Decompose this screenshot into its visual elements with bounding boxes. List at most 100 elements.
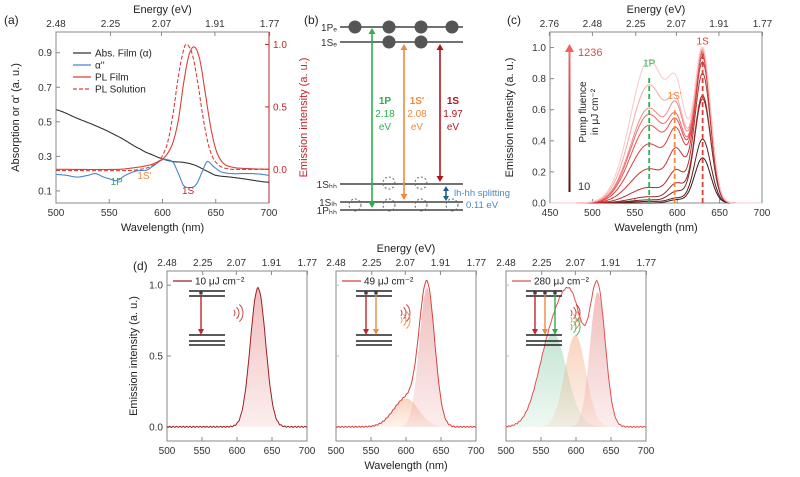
y-tick-label: 0.4: [532, 136, 546, 147]
top-axis-title: Energy (eV): [133, 4, 192, 16]
emission-wave-icon: [570, 316, 573, 324]
x-tick-label: 650: [603, 446, 620, 457]
x-tick-label: 600: [669, 208, 686, 219]
inset-arrow-head: [373, 329, 379, 335]
top-tick-label: 1.91: [601, 258, 621, 269]
top-tick-label: 2.48: [583, 19, 603, 30]
series-line-3: [56, 43, 269, 172]
y-tick-label: 0.7: [38, 83, 52, 94]
hole-dot: [445, 198, 459, 212]
top-tick-label: 1.77: [753, 19, 773, 30]
inset-electron: [533, 291, 537, 295]
right-y-tick-label: 0.5: [273, 102, 287, 113]
emission-wave-icon: [236, 306, 240, 320]
x-tick-label: 600: [568, 446, 585, 457]
peak-marker-label: 1P: [643, 58, 656, 69]
x-axis-title: Wavelength (nm): [121, 222, 204, 234]
inset-electron: [543, 291, 547, 295]
y-tick-label: 1.0: [532, 43, 546, 54]
x-tick-label: 500: [328, 446, 345, 457]
fluence-min-label: 10: [578, 181, 590, 193]
spectrum-line-1: [550, 138, 762, 204]
legend-label: PL Solution: [95, 85, 146, 96]
emission-wave-icon: [233, 309, 236, 317]
arrow-head-down: [368, 202, 376, 208]
arrow-head-down: [400, 194, 408, 200]
emission-wave-icon: [405, 311, 411, 329]
electron-dot: [382, 20, 396, 34]
top-tick-label: 2.07: [566, 258, 586, 269]
fluence-max-label: 1236: [578, 47, 602, 59]
transition-unit: eV: [447, 122, 460, 133]
y-tick-label: 0.3: [38, 152, 52, 163]
subplot-0: 2.48 2.25 2.07 1.91 1.77 500 550 600 650 700 0.0 0.…: [128, 258, 318, 457]
top-tick-label: 2.25: [101, 19, 121, 30]
fluence-arrow-head: [565, 44, 574, 52]
subplot-2: 2.48 2.25 2.07 1.91 1.77 500 550 600 650 700 280 μ…: [496, 258, 656, 457]
inset-arrow-head: [198, 329, 204, 335]
top-tick-label: 1.91: [709, 19, 729, 30]
electron-dot: [382, 35, 396, 49]
y-axis-title: Emission intensity (a. u.): [504, 58, 516, 178]
panel-a: (a) 2.48 2.25 2.07 1.91 1.77 Energy (eV) 500 550…: [4, 4, 310, 234]
emission-wave-icon: [403, 306, 407, 320]
arrow-head-down: [436, 176, 444, 182]
panel-c: (c) 2.76 2.48 2.25 2.07 1.91 1.77 Energy (eV) 45…: [504, 4, 773, 234]
emission-wave-icon: [575, 318, 581, 336]
right-y-tick-label: 0.0: [273, 165, 287, 176]
x-tick-label: 500: [498, 446, 515, 457]
x-tick-label: 450: [542, 208, 559, 219]
total-spectrum: [505, 280, 647, 428]
component-fill: [533, 334, 618, 427]
top-tick-label: 2.25: [532, 258, 552, 269]
x-tick-label: 500: [584, 208, 601, 219]
series-line-0: [55, 109, 270, 183]
panel-label: (a): [4, 13, 19, 27]
x-tick-label: 700: [261, 208, 278, 219]
inset-arrow-head: [363, 329, 369, 335]
splitting-label: lh-hh splitting: [454, 188, 510, 199]
x-tick-label: 500: [48, 208, 65, 219]
x-tick-label: 550: [626, 208, 643, 219]
emission-wave-icon: [575, 311, 581, 329]
peak-annotation: 1S': [137, 171, 151, 182]
x-tick-label: 650: [711, 208, 728, 219]
fluence-label: in μJ cm⁻²: [590, 88, 601, 135]
panel-label: (c): [507, 13, 521, 27]
fluence-label: Pump fluence: [578, 81, 589, 143]
legend-label: 10 μJ cm⁻²: [195, 277, 245, 288]
top-tick-label: 2.25: [626, 19, 646, 30]
arrow-head-up: [436, 44, 444, 50]
top-tick-label: 2.48: [496, 258, 516, 269]
y-axis-title: Absorption or α' (a. u.): [10, 63, 22, 172]
top-tick-label: 2.07: [152, 19, 172, 30]
subplot-frame: [166, 270, 308, 442]
y-tick-label: 0.2: [532, 167, 546, 178]
panel-d: (d) 2.48 2.25 2.07 1.91 1.77 500 550 600 650 700 0.…: [128, 243, 657, 472]
level-label: 1Sₕₕ: [317, 180, 337, 191]
y-tick-label: 0.6: [532, 105, 546, 116]
top-tick-label: 2.07: [667, 19, 687, 30]
level-label: 1Sₑ: [321, 38, 337, 49]
panel-a-frame: [55, 31, 270, 204]
y-tick-label: 0.0: [532, 199, 546, 210]
x-tick-label: 550: [194, 446, 211, 457]
x-tick-label: 700: [468, 446, 485, 457]
hole-dot: [348, 198, 362, 212]
emission-wave-icon: [400, 316, 403, 324]
x-axis-title: Wavelength (nm): [364, 460, 447, 472]
hole-dot: [414, 198, 428, 212]
transition-energy: 1.97: [443, 109, 463, 120]
transition-name: 1S': [410, 96, 425, 107]
fluence-arrow: [568, 50, 571, 192]
emission-wave-icon: [405, 304, 411, 322]
top-tick-label: 1.77: [467, 258, 487, 269]
hole-dot: [414, 176, 428, 190]
x-tick-label: 700: [754, 208, 771, 219]
arrow-head-down: [443, 196, 449, 201]
emission-wave-icon: [573, 313, 577, 327]
transition-energy: 2.18: [375, 109, 395, 120]
arrow-head-up: [443, 186, 449, 191]
